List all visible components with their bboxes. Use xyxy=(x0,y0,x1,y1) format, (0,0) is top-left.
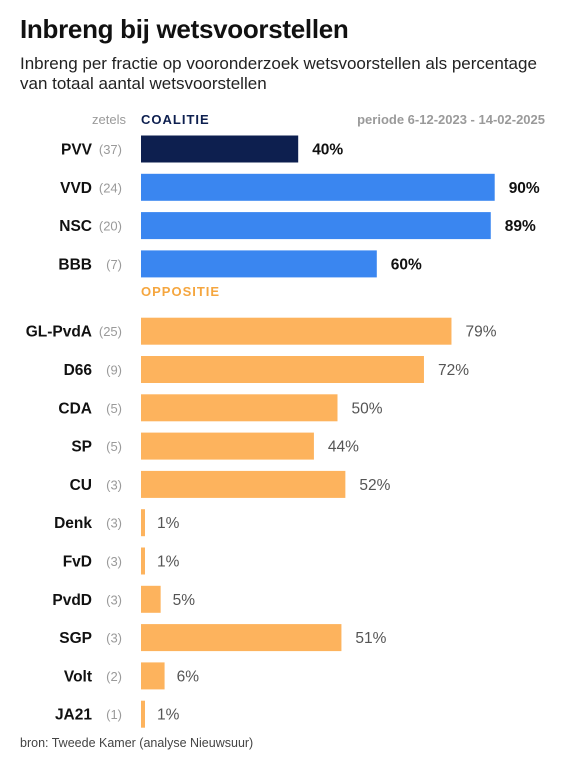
group-header-oppositie: OPPOSITIE xyxy=(141,284,220,299)
bar-sgp xyxy=(141,624,342,652)
value-label-denk: 1% xyxy=(157,515,180,532)
bar-cda xyxy=(141,394,338,422)
party-label-vvd: VVD xyxy=(60,180,92,197)
value-label-cda: 50% xyxy=(352,400,383,417)
value-label-gl-pvda: 79% xyxy=(465,324,496,341)
party-label-cu: CU xyxy=(70,477,92,494)
seats-header: zetels xyxy=(92,112,126,127)
party-label-sp: SP xyxy=(71,439,92,456)
party-label-denk: Denk xyxy=(54,515,92,532)
value-label-pvv: 40% xyxy=(312,142,343,159)
seats-label-fvd: (3) xyxy=(106,554,122,569)
bar-pvdd xyxy=(141,585,161,613)
party-label-sgp: SGP xyxy=(59,630,92,647)
bar-sp xyxy=(141,432,314,460)
party-label-pvv: PVV xyxy=(61,142,93,159)
value-label-bbb: 60% xyxy=(391,256,422,273)
seats-label-cu: (3) xyxy=(106,477,122,492)
seats-label-pvv: (37) xyxy=(99,142,122,157)
seats-label-bbb: (7) xyxy=(106,257,122,272)
party-label-nsc: NSC xyxy=(59,218,92,235)
value-label-sp: 44% xyxy=(328,439,359,456)
group-header-coalitie: COALITIE xyxy=(141,112,210,127)
party-label-bbb: BBB xyxy=(58,256,92,273)
seats-label-sp: (5) xyxy=(106,439,122,454)
period-label: periode 6-12-2023 - 14-02-2025 xyxy=(357,112,545,127)
party-label-d66: D66 xyxy=(64,362,93,379)
party-label-ja21: JA21 xyxy=(55,707,92,724)
party-label-cda: CDA xyxy=(58,400,92,417)
seats-label-sgp: (3) xyxy=(106,631,122,646)
party-label-fvd: FvD xyxy=(63,554,92,571)
bar-fvd xyxy=(141,547,145,575)
source-note: bron: Tweede Kamer (analyse Nieuwsuur) xyxy=(20,736,254,750)
value-label-sgp: 51% xyxy=(355,630,386,647)
value-label-cu: 52% xyxy=(359,477,390,494)
party-label-gl-pvda: GL-PvdA xyxy=(26,324,92,341)
value-label-volt: 6% xyxy=(177,668,200,685)
value-label-ja21: 1% xyxy=(157,707,180,724)
party-label-volt: Volt xyxy=(64,668,92,685)
bar-d66 xyxy=(141,356,424,383)
bar-pvv xyxy=(141,135,299,163)
value-label-nsc: 89% xyxy=(505,218,536,235)
bar-denk xyxy=(141,509,145,537)
bar-nsc xyxy=(141,212,491,240)
seats-label-volt: (2) xyxy=(106,669,122,684)
value-label-pvdd: 5% xyxy=(173,592,196,609)
bar-ja21 xyxy=(141,700,145,728)
seats-label-denk: (3) xyxy=(106,516,122,531)
seats-label-d66: (9) xyxy=(106,363,122,378)
seats-label-gl-pvda: (25) xyxy=(99,324,122,339)
seats-label-vvd: (24) xyxy=(99,180,122,195)
party-label-pvdd: PvdD xyxy=(52,592,92,609)
chart-title: Inbreng bij wetsvoorstellen xyxy=(20,14,349,44)
seats-label-cda: (5) xyxy=(106,401,122,416)
seats-label-ja21: (1) xyxy=(106,707,122,722)
value-label-fvd: 1% xyxy=(157,554,180,571)
seats-label-pvdd: (3) xyxy=(106,592,122,607)
bar-bbb xyxy=(141,250,377,278)
bar-gl-pvda xyxy=(141,317,452,345)
bar-vvd xyxy=(141,173,495,201)
chart-subtitle: Inbreng per fractie op vooronderzoek wet… xyxy=(20,54,537,93)
seats-label-nsc: (20) xyxy=(99,219,122,234)
bar-cu xyxy=(141,470,346,498)
value-label-d66: 72% xyxy=(438,362,469,379)
value-label-vvd: 90% xyxy=(509,180,540,197)
bar-volt xyxy=(141,662,165,690)
